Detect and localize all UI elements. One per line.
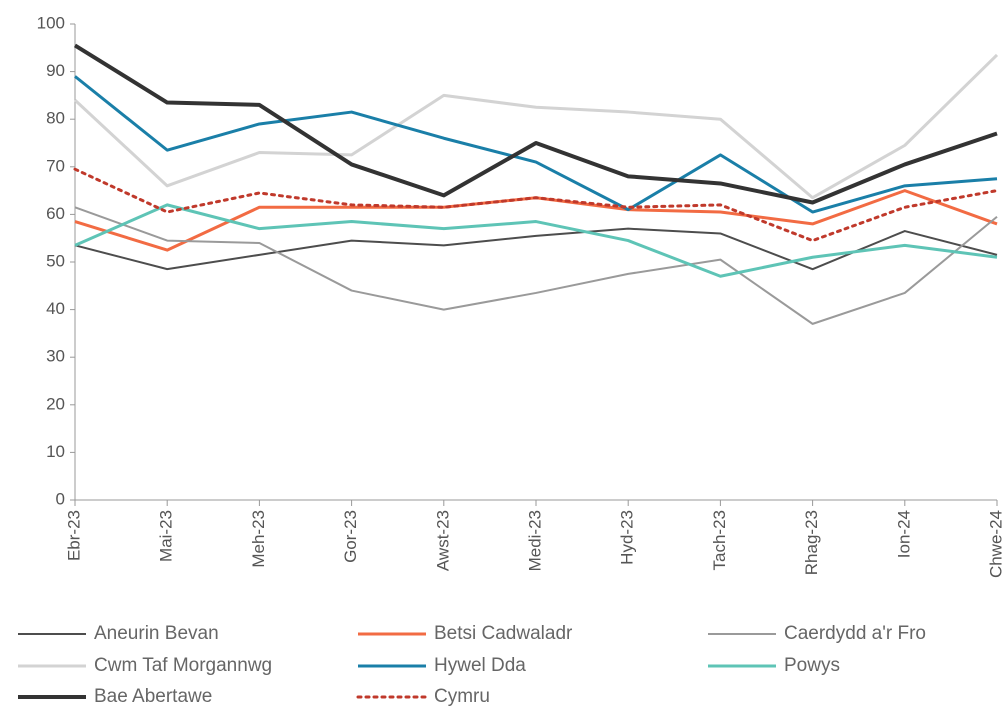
series-line — [74, 75, 998, 214]
y-tick-label: 100 — [37, 13, 65, 32]
x-tick-label: Tach-23 — [710, 510, 729, 570]
y-tick-label: 50 — [46, 251, 65, 270]
series-line — [73, 167, 999, 243]
x-tick-label: Awst-23 — [433, 510, 452, 571]
series-line — [74, 227, 998, 271]
y-tick-label: 40 — [46, 299, 65, 318]
series-line — [74, 203, 998, 278]
legend-label: Hywel Dda — [434, 655, 526, 676]
legend-label: Cwm Taf Morgannwg — [94, 655, 272, 676]
x-tick-label: Chwe-24 — [986, 510, 1004, 578]
legend-label: Powys — [784, 655, 840, 676]
y-tick-label: 70 — [46, 156, 65, 175]
y-tick-label: 20 — [46, 394, 65, 413]
x-tick-label: Ion-24 — [894, 510, 913, 558]
x-tick-label: Hyd-23 — [618, 510, 637, 565]
y-tick-label: 0 — [56, 489, 65, 508]
legend-label: Betsi Cadwaladr — [434, 623, 573, 644]
y-tick-label: 90 — [46, 61, 65, 80]
legend-label: Caerdydd a'r Fro — [784, 623, 926, 644]
x-tick-label: Gor-23 — [341, 510, 360, 563]
legend-label: Aneurin Bevan — [94, 623, 219, 644]
series-line — [73, 43, 998, 205]
x-tick-label: Rhag-23 — [802, 510, 821, 575]
y-tick-label: 60 — [46, 204, 65, 223]
legend-label: Bae Abertawe — [94, 686, 212, 707]
legend-label: Cymru — [434, 686, 490, 707]
y-tick-label: 80 — [46, 109, 65, 128]
x-tick-label: Mai-23 — [157, 510, 176, 562]
x-tick-label: Medi-23 — [525, 510, 544, 571]
y-tick-label: 10 — [46, 442, 65, 461]
y-tick-label: 30 — [46, 347, 65, 366]
series-line — [74, 206, 998, 325]
x-tick-label: Meh-23 — [249, 510, 268, 568]
x-tick-label: Ebr-23 — [64, 510, 83, 561]
series-line — [73, 53, 999, 200]
